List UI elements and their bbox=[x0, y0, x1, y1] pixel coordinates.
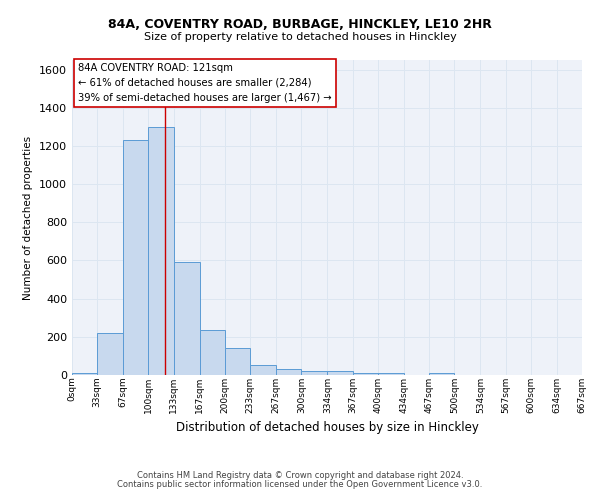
Bar bbox=[200, 330, 225, 375]
Text: Size of property relative to detached houses in Hinckley: Size of property relative to detached ho… bbox=[143, 32, 457, 42]
Bar bbox=[250, 366, 276, 375]
Bar bbox=[123, 140, 148, 375]
X-axis label: Distribution of detached houses by size in Hinckley: Distribution of detached houses by size … bbox=[176, 421, 478, 434]
Bar bbox=[148, 127, 173, 375]
Bar bbox=[353, 373, 378, 375]
Text: Contains HM Land Registry data © Crown copyright and database right 2024.: Contains HM Land Registry data © Crown c… bbox=[137, 471, 463, 480]
Bar bbox=[72, 373, 97, 375]
Text: 84A COVENTRY ROAD: 121sqm
← 61% of detached houses are smaller (2,284)
39% of se: 84A COVENTRY ROAD: 121sqm ← 61% of detac… bbox=[78, 63, 332, 102]
Y-axis label: Number of detached properties: Number of detached properties bbox=[23, 136, 34, 300]
Text: 84A, COVENTRY ROAD, BURBAGE, HINCKLEY, LE10 2HR: 84A, COVENTRY ROAD, BURBAGE, HINCKLEY, L… bbox=[108, 18, 492, 30]
Bar bbox=[301, 371, 328, 375]
Bar bbox=[276, 370, 301, 375]
Bar bbox=[225, 348, 250, 375]
Bar bbox=[97, 333, 123, 375]
Bar bbox=[173, 262, 200, 375]
Bar bbox=[429, 373, 454, 375]
Bar bbox=[328, 371, 353, 375]
Text: Contains public sector information licensed under the Open Government Licence v3: Contains public sector information licen… bbox=[118, 480, 482, 489]
Bar bbox=[378, 373, 404, 375]
